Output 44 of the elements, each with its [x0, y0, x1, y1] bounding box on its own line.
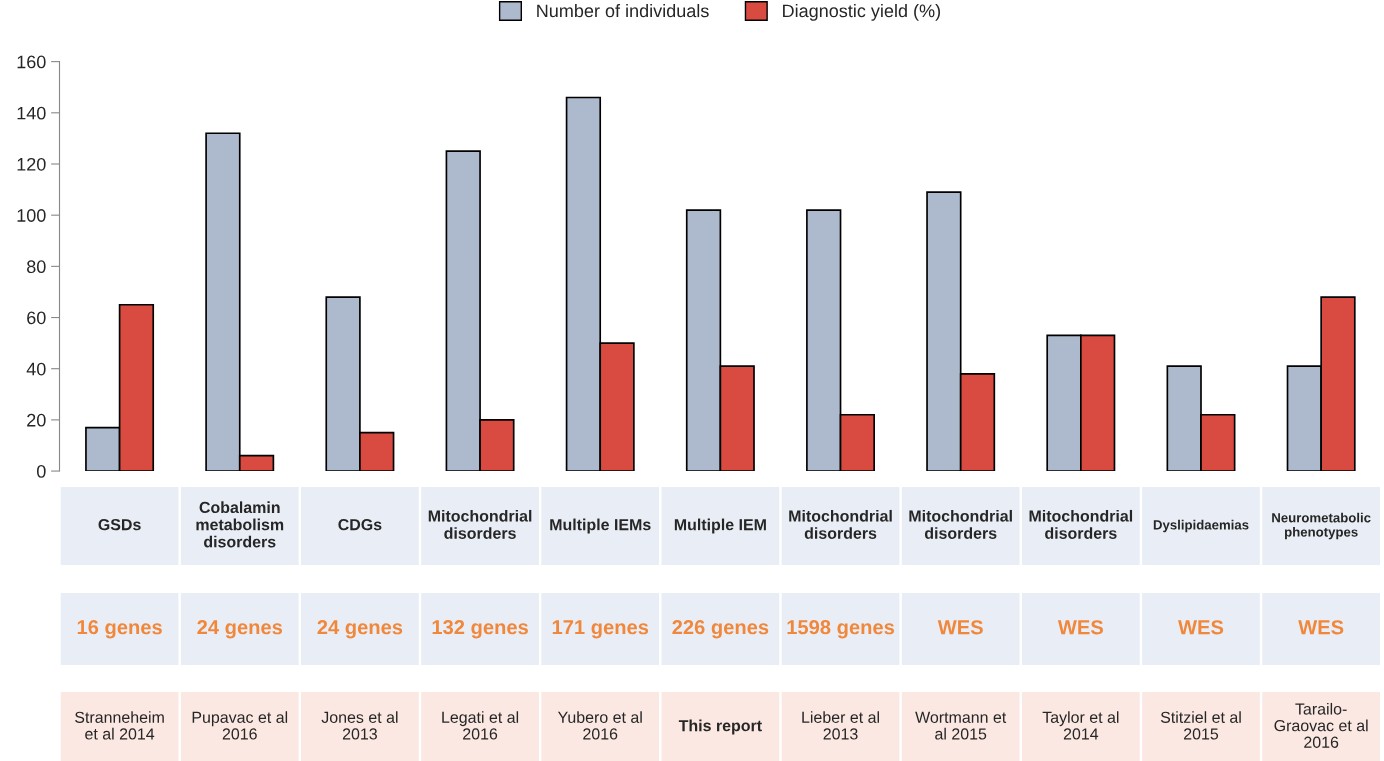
text: 16 genes	[77, 620, 162, 639]
x-tick-label: Mitochondrial disorders	[1029, 509, 1133, 539]
text: Legati et al 2016	[442, 711, 519, 740]
text: 24 genes	[197, 620, 283, 639]
x-tick-label: Neurometabolic phenotypes	[1272, 512, 1371, 540]
x-tick-label: Dyslipidaemias	[1153, 519, 1249, 533]
y-tick-label: 40	[26, 362, 46, 376]
y-tick-label: 80	[27, 260, 46, 274]
y-tick-label: 20	[27, 413, 46, 427]
text: 171 genes	[552, 620, 649, 639]
text: Wortmann et al 2015	[915, 711, 1007, 740]
x-tick-label: Multiple IEM	[674, 518, 766, 534]
x-tick-label: Mitochondrial disorders	[909, 509, 1012, 539]
text: Pupavac et al 2016	[192, 711, 288, 740]
text: WES	[937, 620, 983, 635]
x-tick-label: Cobalamin metabolism disorders	[196, 501, 284, 548]
y-tick-label: 100	[17, 209, 46, 222]
text: WES	[1178, 620, 1224, 635]
y-tick-label: 140	[17, 106, 46, 120]
x-tick-label: Mitochondrial disorders	[428, 509, 532, 539]
text: Taylor et al 2014	[1042, 711, 1119, 740]
text: Stranneheim et al 2014	[75, 711, 164, 740]
x-tick-label: Mitochondrial disorders	[789, 509, 892, 539]
text: WES	[1057, 620, 1103, 635]
legend-label: Diagnostic yield (%)	[783, 3, 940, 21]
y-tick-label: 0	[36, 464, 46, 478]
x-tick-label: Multiple IEMs	[550, 518, 651, 534]
text: 132 genes	[432, 620, 528, 639]
y-tick-label: 120	[17, 157, 46, 171]
text: Jones et al 2013	[321, 711, 398, 740]
text: Stitziel et al 2015	[1160, 711, 1241, 740]
legend-label: Number of individuals	[537, 3, 709, 18]
y-tick-label: 160	[17, 55, 46, 69]
text: Yubero et al 2016	[557, 711, 642, 740]
x-tick-label: CDGs	[338, 518, 382, 531]
text: 1598 genes	[787, 620, 895, 639]
y-tick-label: 60	[27, 311, 46, 325]
text: Tarailo- Graovac et al 2016	[1274, 702, 1368, 748]
x-tick-label: GSDs	[98, 518, 141, 531]
text: 226 genes	[672, 620, 769, 639]
text: This report	[678, 719, 762, 735]
text: WES	[1298, 620, 1344, 635]
text: Lieber et al 2013	[802, 711, 879, 740]
text: 24 genes	[317, 620, 403, 639]
